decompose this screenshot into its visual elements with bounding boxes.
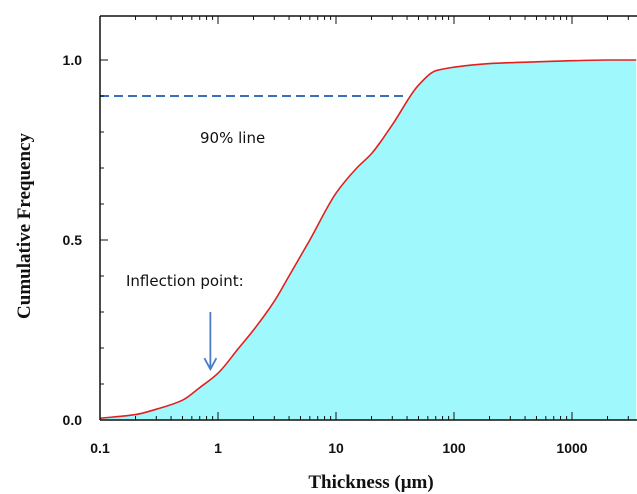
- annotation-layer: 90% line Inflection point:: [126, 129, 265, 372]
- tick-layer: [99, 16, 629, 421]
- x-tick-label: 10: [328, 440, 344, 456]
- x-tick-label: 100: [442, 440, 466, 456]
- label-layer: 0.1 1 10 100 1000 0.0 0.5 1.0 Thickness (μm) Cumu…: [14, 52, 588, 493]
- inflection-arrow-head: [203, 357, 218, 372]
- y-tick-label: 0.5: [63, 232, 83, 248]
- inflection-point-label: Inflection point:: [126, 272, 244, 290]
- cumulative-curve: [100, 59, 637, 419]
- x-axis-title: Thickness (μm): [308, 472, 433, 493]
- x-tick-label: 0.1: [90, 440, 110, 456]
- axis-layer: [99, 15, 637, 421]
- area-layer: [100, 59, 637, 420]
- y-tick-label: 1.0: [63, 52, 83, 68]
- y-axis-title: Cumulative Frequency: [14, 133, 35, 319]
- x-tick-label: 1: [214, 440, 222, 456]
- x-tick-label: 1000: [556, 440, 587, 456]
- y-tick-label: 0.0: [63, 412, 83, 428]
- cumulative-area: [100, 60, 637, 420]
- ninety-percent-label: 90% line: [200, 129, 265, 147]
